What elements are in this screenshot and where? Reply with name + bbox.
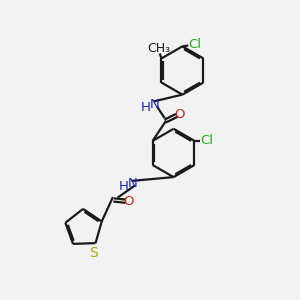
- Text: H: H: [141, 101, 151, 114]
- Text: O: O: [174, 108, 185, 121]
- Text: N: N: [150, 98, 160, 111]
- Text: CH₃: CH₃: [148, 42, 171, 55]
- Text: Cl: Cl: [200, 134, 213, 147]
- Text: H: H: [119, 180, 129, 193]
- Text: N: N: [128, 177, 138, 190]
- Text: Cl: Cl: [188, 38, 201, 51]
- Text: O: O: [124, 195, 134, 208]
- Text: S: S: [89, 245, 98, 260]
